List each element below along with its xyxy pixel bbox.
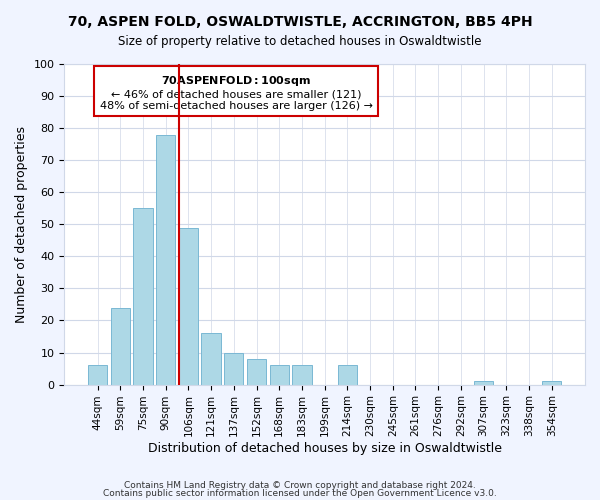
X-axis label: Distribution of detached houses by size in Oswaldtwistle: Distribution of detached houses by size … bbox=[148, 442, 502, 455]
Text: 70, ASPEN FOLD, OSWALDTWISTLE, ACCRINGTON, BB5 4PH: 70, ASPEN FOLD, OSWALDTWISTLE, ACCRINGTO… bbox=[68, 15, 532, 29]
Bar bbox=[202, 334, 221, 384]
Text: $\bf{70 ASPEN FOLD: 100sqm}$
← 46% of detached houses are smaller (121)
48% of s: $\bf{70 ASPEN FOLD: 100sqm}$ ← 46% of de… bbox=[100, 74, 373, 111]
Bar bbox=[269, 366, 289, 384]
Bar bbox=[474, 382, 493, 384]
Bar bbox=[338, 366, 357, 384]
Bar bbox=[247, 359, 266, 384]
Text: Size of property relative to detached houses in Oswaldtwistle: Size of property relative to detached ho… bbox=[118, 35, 482, 48]
Bar bbox=[292, 366, 311, 384]
Bar bbox=[88, 366, 107, 384]
Bar bbox=[542, 382, 562, 384]
Bar bbox=[110, 308, 130, 384]
Bar bbox=[133, 208, 152, 384]
Text: Contains public sector information licensed under the Open Government Licence v3: Contains public sector information licen… bbox=[103, 488, 497, 498]
Bar bbox=[179, 228, 198, 384]
Text: Contains HM Land Registry data © Crown copyright and database right 2024.: Contains HM Land Registry data © Crown c… bbox=[124, 481, 476, 490]
Bar bbox=[156, 134, 175, 384]
Y-axis label: Number of detached properties: Number of detached properties bbox=[15, 126, 28, 323]
Bar bbox=[224, 352, 244, 384]
